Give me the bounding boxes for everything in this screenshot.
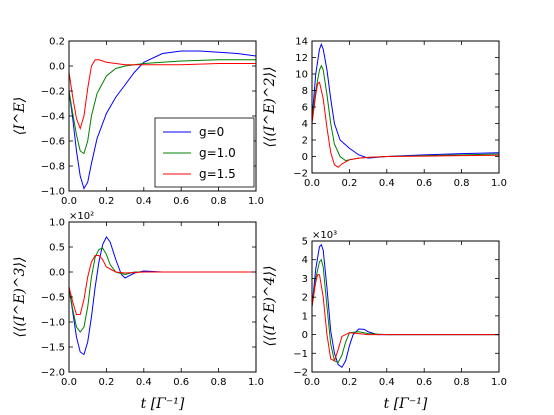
x-axis-label: t [Γ⁻¹] bbox=[384, 396, 428, 412]
y-tick-label: 0.0 bbox=[49, 268, 65, 279]
y-tick-label: 1 bbox=[302, 311, 308, 322]
y-tick-label: 5 bbox=[302, 237, 308, 248]
x-tick-label: 0.0 bbox=[61, 377, 77, 388]
x-tick-label: 1.0 bbox=[248, 196, 264, 207]
x-tick-label: 0.6 bbox=[173, 196, 189, 207]
y-tick-label: −2 bbox=[293, 368, 308, 379]
y-tick-label: −1 bbox=[293, 349, 308, 360]
series-line-g0 bbox=[69, 236, 256, 356]
series-line-g1-5 bbox=[69, 255, 256, 315]
x-tick-label: 0.2 bbox=[98, 196, 114, 207]
y-tick-label: 4 bbox=[302, 119, 308, 130]
y-tick-label: 0 bbox=[302, 330, 308, 341]
y-tick-label: −1.5 bbox=[41, 343, 65, 354]
y-tick-label: 2 bbox=[302, 136, 308, 147]
y-axis-label: ⟨⟨(I^E)^3⟩⟩ bbox=[12, 257, 28, 338]
series-line-g0 bbox=[69, 50, 256, 190]
y-tick-label: −1.0 bbox=[41, 318, 65, 329]
axes-frame bbox=[68, 221, 257, 373]
y-tick-label: 6 bbox=[302, 103, 308, 114]
x-axis-label: t [Γ⁻¹] bbox=[141, 396, 185, 412]
series-line-g1-5 bbox=[312, 274, 499, 362]
series-line-g1-0 bbox=[312, 258, 499, 364]
y-tick-label: 12 bbox=[295, 53, 308, 64]
x-tick-label: 0.2 bbox=[341, 377, 357, 388]
axis-multiplier: ×10³ bbox=[312, 230, 337, 241]
axes-frame bbox=[311, 240, 500, 373]
y-tick-label: 3 bbox=[302, 274, 308, 285]
panel-3: 0.0 0.2 0.4 0.6 0.8 1.0 −2.0 −1.5 −1.0 −0.5 0.0 0.5… bbox=[12, 211, 264, 412]
x-tick-label: 0.4 bbox=[379, 377, 395, 388]
x-tick-label: 0.4 bbox=[136, 377, 152, 388]
x-tick-label: 0.6 bbox=[416, 377, 432, 388]
x-tick-label: 0.2 bbox=[341, 178, 357, 189]
x-tick-label: 0.0 bbox=[304, 178, 320, 189]
legend-label: g=1.5 bbox=[199, 167, 236, 181]
x-tick-label: 0.8 bbox=[454, 377, 470, 388]
y-tick-label: 0.5 bbox=[49, 243, 65, 254]
y-tick-label: −0.4 bbox=[41, 112, 65, 123]
y-axis-label: ⟨⟨(I^E)^4⟩⟩ bbox=[262, 266, 278, 347]
x-tick-label: 1.0 bbox=[491, 377, 507, 388]
y-tick-label: 8 bbox=[302, 86, 308, 97]
x-tick-label: 0.8 bbox=[211, 377, 227, 388]
y-tick-label: 0 bbox=[302, 152, 308, 163]
series-line-g1-5 bbox=[312, 81, 499, 168]
x-tick-label: 0.6 bbox=[416, 178, 432, 189]
legend-label: g=0 bbox=[199, 125, 224, 139]
x-tick-label: 0.8 bbox=[211, 196, 227, 207]
series-line-g1-0 bbox=[69, 247, 256, 333]
y-tick-label: 14 bbox=[295, 37, 308, 48]
y-tick-label: −0.8 bbox=[41, 162, 65, 173]
legend-label: g=1.0 bbox=[199, 146, 236, 160]
series-line-g0 bbox=[312, 243, 499, 369]
y-tick-label: 0.2 bbox=[49, 37, 65, 48]
y-axis-label: ⟨I^E⟩ bbox=[12, 97, 28, 135]
y-tick-label: 2 bbox=[302, 293, 308, 304]
axis-multiplier: ×10² bbox=[69, 211, 94, 222]
y-tick-label: −2 bbox=[293, 169, 308, 180]
y-tick-label: −0.5 bbox=[41, 293, 65, 304]
x-tick-label: 1.0 bbox=[248, 377, 264, 388]
x-tick-label: 0.0 bbox=[304, 377, 320, 388]
panel-4: 0.0 0.2 0.4 0.6 0.8 1.0 −2 −1 0 1 2 3 4 5 ×10³ ⟨⟨(I^E)^… bbox=[262, 230, 507, 412]
y-tick-label: −0.6 bbox=[41, 137, 65, 148]
x-tick-label: 0.6 bbox=[173, 377, 189, 388]
series-line-g1-0 bbox=[69, 59, 256, 155]
panel-1: 0.0 0.2 0.4 0.6 0.8 1.0 −1.0 −0.8 −0.6 −0.4 −0.2 0.… bbox=[12, 37, 264, 208]
x-tick-label: 0.4 bbox=[136, 196, 152, 207]
x-tick-label: 0.2 bbox=[98, 377, 114, 388]
y-tick-label: 0.0 bbox=[49, 62, 65, 73]
y-tick-label: −1.0 bbox=[41, 187, 65, 198]
x-tick-label: 0.8 bbox=[454, 178, 470, 189]
y-tick-label: 10 bbox=[295, 70, 308, 81]
y-tick-label: 1.0 bbox=[49, 218, 65, 229]
y-tick-label: −0.2 bbox=[41, 87, 65, 98]
x-tick-label: 1.0 bbox=[491, 178, 507, 189]
series-line-g1-0 bbox=[312, 64, 499, 162]
x-tick-label: 0.4 bbox=[379, 178, 395, 189]
y-axis-label: ⟨⟨(I^E)^2⟩⟩ bbox=[262, 67, 278, 148]
x-tick-label: 0.0 bbox=[61, 196, 77, 207]
y-tick-label: −2.0 bbox=[41, 368, 65, 379]
series-line-g1-5 bbox=[69, 59, 256, 131]
panel-2: 0.0 0.2 0.4 0.6 0.8 1.0 −2 0 2 4 6 8 10 12 14 ⟨⟨(I^E)^2… bbox=[262, 37, 507, 190]
series-line-g0 bbox=[312, 42, 499, 159]
y-tick-label: 4 bbox=[302, 255, 308, 266]
legend: g=0 g=1.0 g=1.5 bbox=[154, 117, 255, 188]
